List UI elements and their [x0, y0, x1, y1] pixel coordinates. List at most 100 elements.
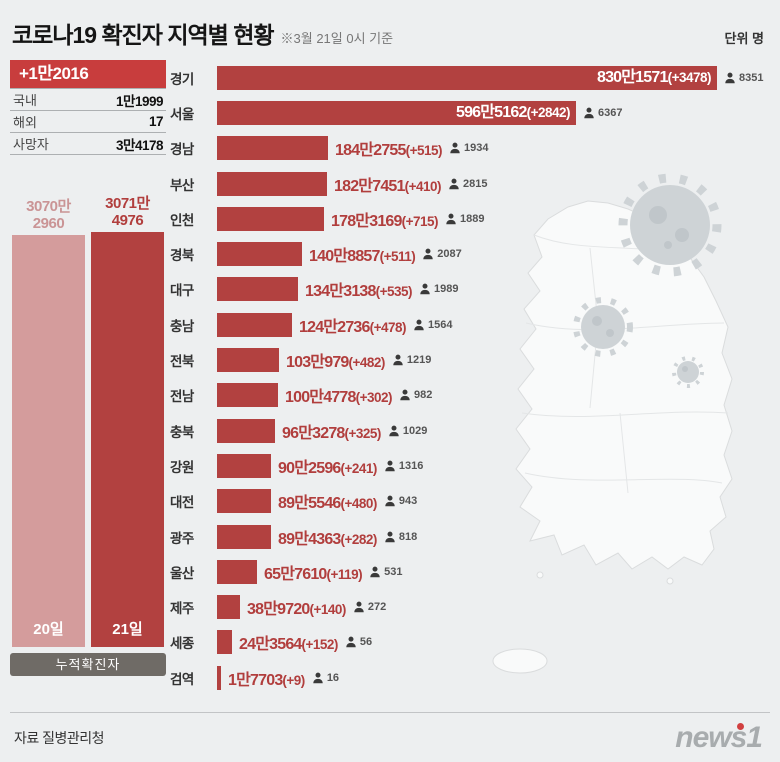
death-count: 1989 [434, 283, 459, 296]
person-icon [399, 389, 411, 401]
day20-bar: 20일 [12, 235, 85, 647]
region-row: 대구 134만3138(+535) 1989 [170, 272, 770, 307]
region-row: 충남 124만2736(+478) 1564 [170, 307, 770, 342]
region-label: 강원 [170, 459, 194, 475]
day20-total-line2: 2960 [32, 215, 65, 232]
death-count: 56 [359, 636, 373, 649]
region-value: 24만3564(+152) [239, 636, 338, 654]
death-count-group: 2815 [448, 177, 488, 190]
day20-total: 3070만 2960 [26, 198, 71, 232]
news1-logo: news1 [675, 721, 766, 755]
death-count: 1029 [402, 424, 428, 437]
region-value: 184만2755(+515) [335, 142, 443, 160]
summary-row-label: 사망자 [13, 137, 49, 152]
person-icon [384, 460, 396, 472]
death-count-group: 272 [353, 601, 386, 613]
person-icon [583, 107, 595, 119]
day21-bar: 21일 [91, 232, 164, 647]
region-bar [217, 595, 240, 620]
region-label: 전남 [170, 389, 194, 405]
region-label: 울산 [170, 565, 194, 581]
region-label: 충북 [170, 424, 194, 440]
region-bar [217, 630, 232, 655]
person-icon [369, 566, 381, 578]
region-label: 제주 [170, 601, 194, 617]
region-label: 검역 [170, 671, 194, 687]
region-label: 대전 [170, 495, 194, 511]
person-icon [449, 142, 461, 154]
death-count-group: 1989 [419, 283, 459, 296]
content: +1만2016 국내 1만1999 해외 17 사망자 3만4178 3070만… [10, 58, 770, 712]
region-bar [217, 489, 271, 514]
person-icon [419, 283, 431, 295]
summary-table: 국내 1만1999 해외 17 사망자 3만4178 [10, 88, 166, 155]
death-count-group: 2087 [422, 248, 462, 261]
death-count-group: 818 [384, 531, 417, 543]
person-icon [388, 425, 400, 437]
header: 코로나19 확진자 지역별 현황 ※3월 21일 0시 기준 단위 명 [0, 0, 780, 50]
summary-row-value: 1만1999 [116, 93, 163, 109]
region-bar [217, 242, 302, 267]
region-label: 전북 [170, 354, 194, 370]
death-count-group: 1564 [413, 319, 453, 331]
region-row: 제주 38만9720(+140) 272 [170, 589, 770, 624]
region-value: 124만2736(+478) [299, 318, 407, 336]
region-rows: 경기 830만1571(+3478) 8351 서울 596만5162(+284… [170, 60, 770, 695]
summary-row: 국내 1만1999 [10, 89, 166, 111]
region-label: 인천 [170, 212, 194, 228]
logo-red-dot-icon [737, 722, 744, 730]
death-count: 818 [398, 530, 418, 543]
region-row: 대전 89만5546(+480) 943 [170, 484, 770, 519]
death-count-group: 1889 [445, 213, 485, 225]
day20-total-line1: 3070만 [26, 198, 71, 215]
death-count: 272 [367, 601, 387, 614]
person-icon [445, 213, 457, 225]
region-bar [217, 206, 324, 231]
death-count-group: 1219 [392, 354, 431, 366]
death-count: 2815 [463, 177, 488, 190]
region-value: 178만3169(+715) [331, 212, 439, 230]
cumulative-label: 누적확진자 [10, 653, 166, 676]
summary-row: 사망자 3만4178 [10, 133, 166, 155]
korea-mainland-shape [515, 200, 733, 570]
death-count: 1934 [464, 142, 489, 155]
death-count-group: 1934 [449, 142, 489, 155]
region-bar [217, 312, 292, 337]
region-row: 충북 96만3278(+325) 1029 [170, 413, 770, 448]
day21-total-line1: 3071만 [105, 195, 150, 212]
death-count: 2087 [437, 248, 462, 261]
person-icon [345, 636, 357, 648]
person-icon [724, 72, 736, 84]
region-label: 경남 [170, 142, 194, 158]
cumulative-chart: 3070만 2960 20일 3071만 4976 21일 [10, 195, 166, 647]
region-row: 강원 90만2596(+241) 1316 [170, 448, 770, 483]
region-label: 서울 [170, 106, 194, 122]
death-count: 6367 [598, 106, 623, 119]
day21-label: 21일 [112, 621, 143, 638]
death-count-group: 1029 [388, 425, 427, 437]
region-value: 38만9720(+140) [247, 601, 346, 619]
region-bar [217, 383, 278, 408]
region-row: 경북 140만8857(+511) 2087 [170, 236, 770, 271]
region-row: 전북 103만979(+482) 1219 [170, 342, 770, 377]
source-label: 자료 질병관리청 [14, 729, 105, 746]
region-bar [217, 418, 275, 443]
region-value: 140만8857(+511) [309, 248, 416, 266]
death-count: 982 [414, 389, 433, 402]
region-value: 89만4363(+282) [278, 530, 377, 548]
small-island [536, 571, 544, 579]
as-of-date: ※3월 21일 0시 기준 [280, 31, 394, 46]
death-count-group: 8351 [724, 72, 763, 84]
summary-row: 해외 17 [10, 111, 166, 133]
person-icon [448, 178, 460, 190]
region-bar [217, 665, 221, 690]
region-row: 전남 100만4778(+302) 982 [170, 378, 770, 413]
summary-row-label: 국내 [13, 93, 37, 108]
region-value: 134만3138(+535) [305, 283, 413, 301]
person-icon [384, 495, 396, 507]
footer: 자료 질병관리청 news1 [10, 712, 770, 762]
cumulative-col-day21: 3071만 4976 21일 [91, 195, 164, 647]
region-row: 부산 182만7451(+410) 2815 [170, 166, 770, 201]
region-row: 세종 24만3564(+152) 56 [170, 625, 770, 660]
region-bar [217, 453, 271, 478]
